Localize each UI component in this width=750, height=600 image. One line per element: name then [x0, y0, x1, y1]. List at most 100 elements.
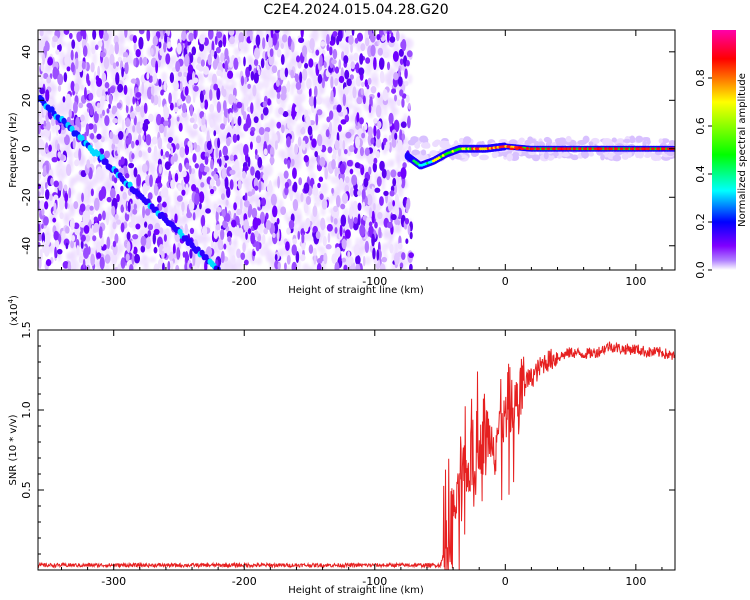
carrier-peak	[587, 147, 593, 150]
carrier-halo	[548, 154, 555, 160]
noise-blob	[129, 112, 136, 120]
noise-blob	[325, 129, 330, 138]
noise-blob	[326, 223, 333, 232]
noise-blob	[218, 39, 223, 48]
noise-blob	[120, 185, 124, 192]
noise-blob	[53, 180, 60, 188]
noise-haze	[240, 176, 248, 185]
noise-blob	[311, 138, 317, 148]
noise-blob	[164, 161, 171, 171]
noise-blob	[300, 228, 306, 237]
noise-blob	[173, 107, 179, 113]
noise-blob	[357, 213, 361, 226]
colorbar-ticks: 0.0 0.2 0.4 0.6 0.8	[694, 69, 712, 279]
spectrogram-noise	[38, 30, 675, 270]
noise-blob	[127, 200, 131, 213]
noise-blob	[290, 41, 295, 53]
noise-blob	[122, 51, 129, 59]
noise-blob	[53, 202, 57, 214]
noise-blob	[96, 88, 102, 98]
noise-blob	[174, 172, 179, 183]
noise-blob	[112, 221, 117, 230]
noise-blob	[331, 159, 336, 170]
noise-blob	[211, 73, 218, 85]
noise-blob	[51, 156, 58, 163]
noise-blob	[175, 143, 180, 150]
noise-blob	[258, 127, 265, 136]
noise-blob	[237, 115, 242, 126]
noise-blob	[126, 95, 131, 107]
noise-blob	[290, 158, 295, 167]
noise-blob	[104, 254, 111, 264]
noise-blob	[209, 178, 215, 187]
noise-blob	[174, 213, 178, 224]
noise-blob	[59, 212, 64, 220]
noise-haze	[58, 50, 65, 58]
carrier-halo	[660, 138, 670, 144]
noise-blob	[185, 183, 189, 196]
noise-blob	[353, 217, 358, 224]
noise-blob	[362, 201, 365, 208]
carrier-halo	[508, 139, 518, 146]
noise-blob	[365, 57, 371, 64]
noise-blob	[232, 87, 237, 98]
snr-ylabel: SNR (10 * v/v)	[8, 414, 19, 485]
noise-blob	[113, 177, 118, 184]
noise-blob	[269, 146, 275, 159]
noise-blob	[312, 205, 318, 218]
noise-blob	[243, 259, 249, 266]
noise-blob	[339, 163, 346, 175]
noise-blob	[344, 46, 349, 56]
noise-blob	[85, 234, 91, 242]
carrier-halo	[419, 135, 429, 143]
noise-blob	[153, 228, 160, 235]
noise-blob	[114, 233, 119, 244]
noise-blob	[57, 143, 60, 152]
noise-blob	[407, 102, 411, 110]
noise-blob	[109, 86, 116, 94]
noise-blob	[45, 189, 50, 200]
noise-blob	[128, 221, 135, 228]
noise-blob	[104, 150, 111, 159]
noise-blob	[41, 186, 45, 196]
carrier-peak	[520, 147, 525, 150]
noise-blob	[245, 94, 249, 108]
noise-blob	[84, 188, 89, 197]
noise-blob	[198, 66, 204, 72]
noise-blob	[101, 109, 106, 116]
noise-blob	[222, 156, 225, 166]
noise-blob	[169, 102, 174, 111]
noise-haze	[233, 47, 239, 57]
noise-blob	[287, 35, 292, 47]
noise-blob	[97, 65, 101, 78]
noise-blob	[252, 250, 256, 257]
carrier-halo	[462, 136, 472, 145]
noise-blob	[41, 208, 45, 216]
noise-blob	[341, 238, 347, 250]
noise-haze	[89, 78, 95, 89]
colorbar: 0.0 0.2 0.4 0.6 0.8 Normalized spectral ampl…	[694, 30, 748, 279]
noise-blob	[112, 118, 119, 124]
noise-blob	[363, 177, 369, 188]
noise-blob	[124, 30, 128, 38]
noise-blob	[189, 53, 194, 64]
noise-blob	[408, 252, 414, 259]
noise-blob	[359, 224, 366, 237]
noise-blob	[299, 254, 306, 262]
noise-blob	[102, 210, 106, 221]
noise-blob	[78, 102, 84, 109]
noise-blob	[275, 79, 280, 87]
noise-blob	[313, 85, 318, 98]
noise-blob	[140, 235, 147, 247]
noise-blob	[101, 95, 106, 102]
carrier-peak	[525, 147, 530, 150]
carrier-halo	[600, 154, 605, 161]
noise-blob	[38, 191, 41, 197]
noise-blob	[81, 61, 86, 70]
noise-blob	[199, 34, 205, 45]
noise-blob	[276, 48, 282, 58]
noise-blob	[250, 166, 255, 176]
noise-blob	[371, 233, 375, 247]
noise-blob	[243, 219, 250, 232]
noise-blob	[312, 247, 317, 258]
